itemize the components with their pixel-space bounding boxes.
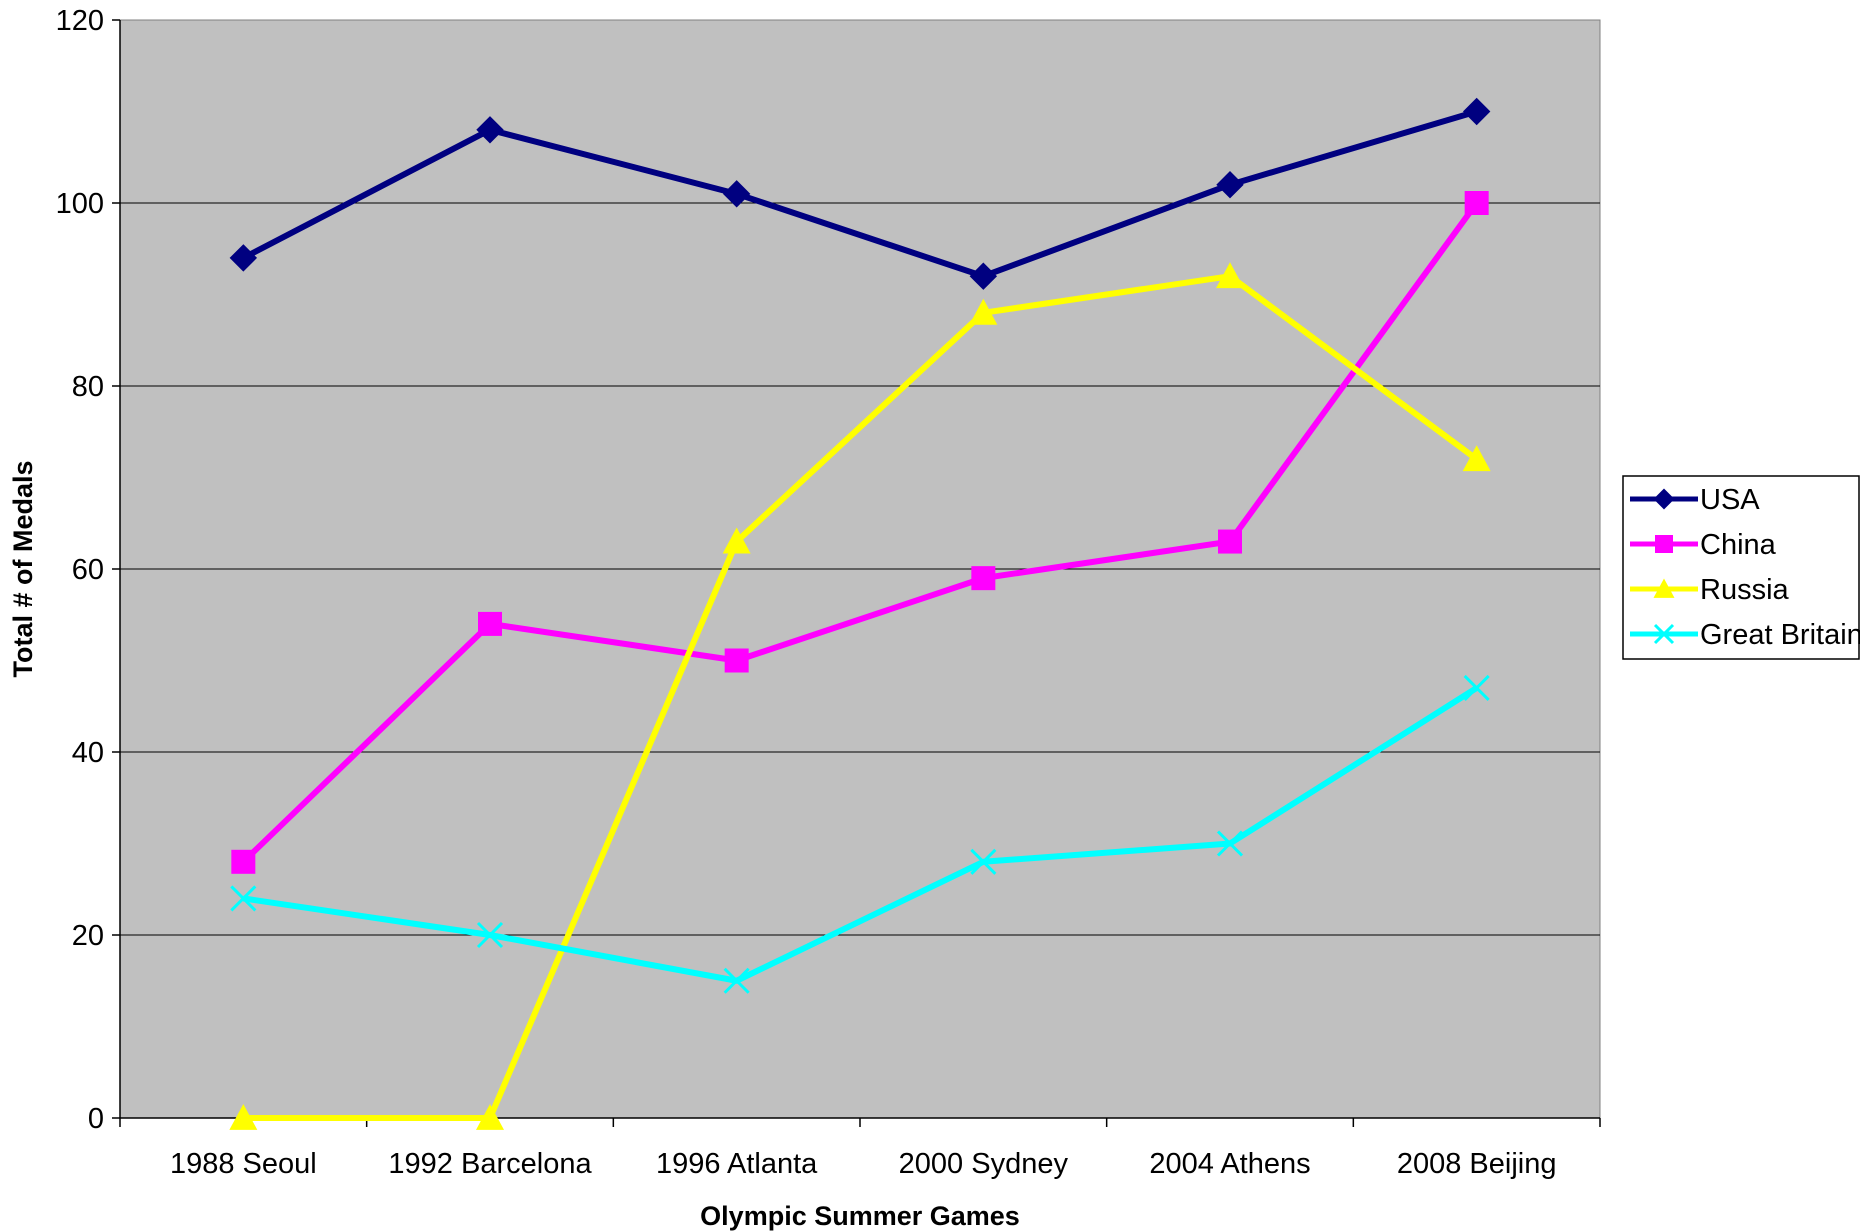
- data-point: [970, 848, 997, 875]
- y-tick-label: 60: [72, 554, 104, 586]
- legend-label: USA: [1700, 484, 1760, 516]
- data-point: [969, 298, 998, 325]
- data-point: [230, 885, 257, 912]
- legend-swatch-marker: [1655, 535, 1673, 553]
- series-china: [231, 191, 1489, 874]
- data-point: [722, 180, 751, 208]
- x-tick-label: 1996 Atlanta: [656, 1148, 818, 1180]
- data-point: [1216, 262, 1244, 289]
- data-point: [723, 967, 750, 994]
- data-point: [231, 849, 256, 874]
- y-tick-label: 80: [72, 371, 104, 403]
- data-point: [1463, 674, 1490, 702]
- data-point: [1464, 191, 1489, 215]
- data-point: [1462, 97, 1491, 126]
- data-point: [971, 566, 996, 591]
- legend-swatch-marker: [1653, 623, 1675, 645]
- data-point: [1216, 170, 1244, 199]
- y-axis-title: Total # of Medals: [8, 460, 38, 677]
- x-tick-label: 1988 Seoul: [170, 1148, 317, 1180]
- gridlines: [120, 202, 1600, 936]
- series-russia: [229, 262, 1491, 1130]
- legend-item: Russia: [1630, 574, 1790, 606]
- series-line: [243, 273, 1479, 1121]
- legend-swatch-marker: [1653, 488, 1675, 510]
- legend-label: Great Britain: [1700, 619, 1860, 651]
- x-tick-label: 2008 Beijing: [1397, 1148, 1557, 1180]
- series-great-britain: [230, 674, 1490, 994]
- data-point: [1216, 830, 1244, 857]
- data-point: [969, 262, 998, 290]
- y-tick-label: 120: [56, 5, 104, 37]
- legend: USA China Russia Great Britain: [1622, 475, 1860, 660]
- series-line: [241, 108, 1478, 280]
- y-tick-label: 20: [72, 920, 104, 952]
- legend-item: Great Britain: [1630, 619, 1860, 651]
- x-tick-label: 2000 Sydney: [899, 1148, 1069, 1180]
- legend-item: USA: [1630, 484, 1760, 516]
- data-point: [1462, 445, 1491, 472]
- y-tick-label: 0: [88, 1103, 104, 1135]
- series-lines: [229, 97, 1491, 1130]
- x-tick-label: 2004 Athens: [1149, 1148, 1310, 1180]
- y-tick-label: 100: [56, 188, 104, 220]
- series-line: [241, 201, 1480, 864]
- legend-item: China: [1630, 529, 1777, 561]
- series-usa: [229, 97, 1491, 290]
- x-axis-title: Olympic Summer Games: [700, 1201, 1020, 1231]
- data-point: [476, 921, 504, 949]
- data-point: [724, 648, 749, 673]
- legend-swatch-marker: [1653, 578, 1675, 598]
- data-point: [476, 116, 504, 144]
- data-point: [476, 1104, 504, 1130]
- x-tick-label: 1992 Barcelona: [388, 1148, 592, 1180]
- y-tick-label: 40: [72, 737, 104, 769]
- data-point: [229, 244, 258, 272]
- series-line: [242, 685, 1479, 984]
- data-point: [1218, 529, 1242, 554]
- data-point: [478, 611, 502, 636]
- legend-label: China: [1700, 529, 1777, 561]
- data-point: [722, 527, 751, 554]
- legend-label: Russia: [1700, 574, 1790, 606]
- data-point: [229, 1104, 258, 1130]
- axes: 0 20 40 60 80 100 120 1988 Seoul 1992 Barcelona 1…: [56, 5, 1601, 1180]
